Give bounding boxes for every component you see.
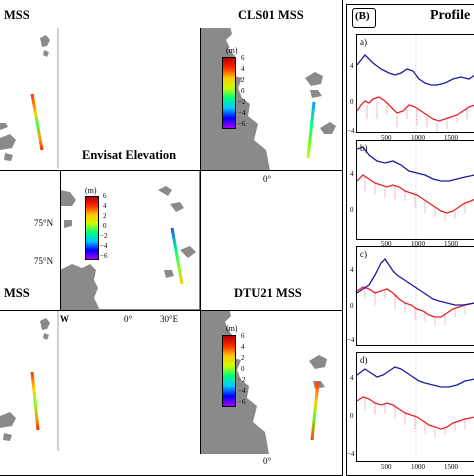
title-top-right: CLS01 MSS xyxy=(238,8,304,22)
subplot-a: a) xyxy=(356,34,474,133)
subplot-d-xtick-1500: 1500 xyxy=(444,463,458,471)
subplot-b-xtick-500: 500 xyxy=(381,240,392,248)
subplot-c-ytick-top: 4 xyxy=(350,266,354,274)
subplot-a-xtick-1500: 1500 xyxy=(444,134,458,142)
map-bottom-left xyxy=(0,311,60,451)
track-top-right xyxy=(306,101,316,159)
lon-label-bottom: 0° xyxy=(263,456,272,466)
subplot-d-ytick-top: 4 xyxy=(350,374,354,382)
track-bottom-right xyxy=(310,381,320,441)
title-top-left: MSS xyxy=(4,8,30,22)
title-bottom-left: MSS xyxy=(4,286,30,300)
subplot-b-ytick-mid: 0 xyxy=(350,206,354,214)
subplot-d-ytick-neg: −4 xyxy=(347,450,355,458)
subplot-c-ytick-mid: 0 xyxy=(350,302,354,310)
track-center xyxy=(170,227,184,285)
colorbar-unit-top: (m) xyxy=(226,46,238,55)
subplot-a-xtick-1000: 1000 xyxy=(411,134,425,142)
lon-label-west: W xyxy=(60,314,69,324)
lon-label-30e: 30°E xyxy=(160,314,179,324)
track-top-left xyxy=(30,93,44,151)
lat-label-lower: 75°N xyxy=(34,256,54,266)
map-top-left xyxy=(0,28,60,168)
lon-label-top: 0° xyxy=(263,174,272,184)
subplot-d-ytick-mid: 0 xyxy=(350,412,354,420)
subplot-c-ytick-neg: −4 xyxy=(347,336,355,344)
subplot-a-ytick-neg: −4 xyxy=(347,127,355,135)
colorbar-ticks-bottom: 6 4 2 0 −2 −4 −6 xyxy=(238,332,246,406)
colorbar-unit-center: (m) xyxy=(85,186,97,195)
subplot-a-plot xyxy=(357,35,474,132)
colorbar-bottom xyxy=(222,335,236,407)
divider-v1 xyxy=(60,170,61,310)
colorbar-top xyxy=(222,57,236,129)
subplot-d: d) xyxy=(356,352,474,462)
lon-label-zero-center: 0° xyxy=(124,314,133,324)
panel-b-title: Profile xyxy=(430,8,471,23)
divider-h2 xyxy=(0,310,343,311)
title-center: Envisat Elevation xyxy=(82,148,177,162)
colorbar-ticks-center: 6 4 2 0 −2 −4 −6 xyxy=(100,192,108,260)
subplot-c-plot xyxy=(357,247,474,345)
subplot-d-xtick-1000: 1000 xyxy=(411,463,425,471)
subplot-b-plot xyxy=(357,141,474,239)
subplot-a-ytick-mid: 0 xyxy=(350,98,354,106)
colorbar-unit-bottom: (m) xyxy=(226,324,238,333)
subplot-a-xtick-500: 500 xyxy=(381,134,392,142)
subplot-b-xtick-1000: 1000 xyxy=(411,240,425,248)
title-bottom-right: DTU21 MSS xyxy=(234,286,302,300)
subplot-d-plot xyxy=(357,353,474,461)
lat-label-upper: 75°N xyxy=(34,218,54,228)
subplot-a-ytick-top: 4 xyxy=(350,62,354,70)
colorbar-center xyxy=(85,196,99,260)
subplot-b-ytick-top: 4 xyxy=(350,170,354,178)
colorbar-ticks-top: 6 4 2 0 −2 −4 −6 xyxy=(238,54,246,128)
divider-v2 xyxy=(200,28,201,454)
divider-h1 xyxy=(0,170,343,171)
panel-b-label-box xyxy=(352,8,376,28)
panel-b-label: (B) xyxy=(355,10,370,22)
map-center xyxy=(60,170,200,310)
track-bottom-left xyxy=(30,371,40,431)
subplot-c: c) xyxy=(356,246,474,346)
subplot-d-xtick-500: 500 xyxy=(381,463,392,471)
subplot-b-xtick-1500: 1500 xyxy=(444,240,458,248)
subplot-b: b) xyxy=(356,140,474,240)
